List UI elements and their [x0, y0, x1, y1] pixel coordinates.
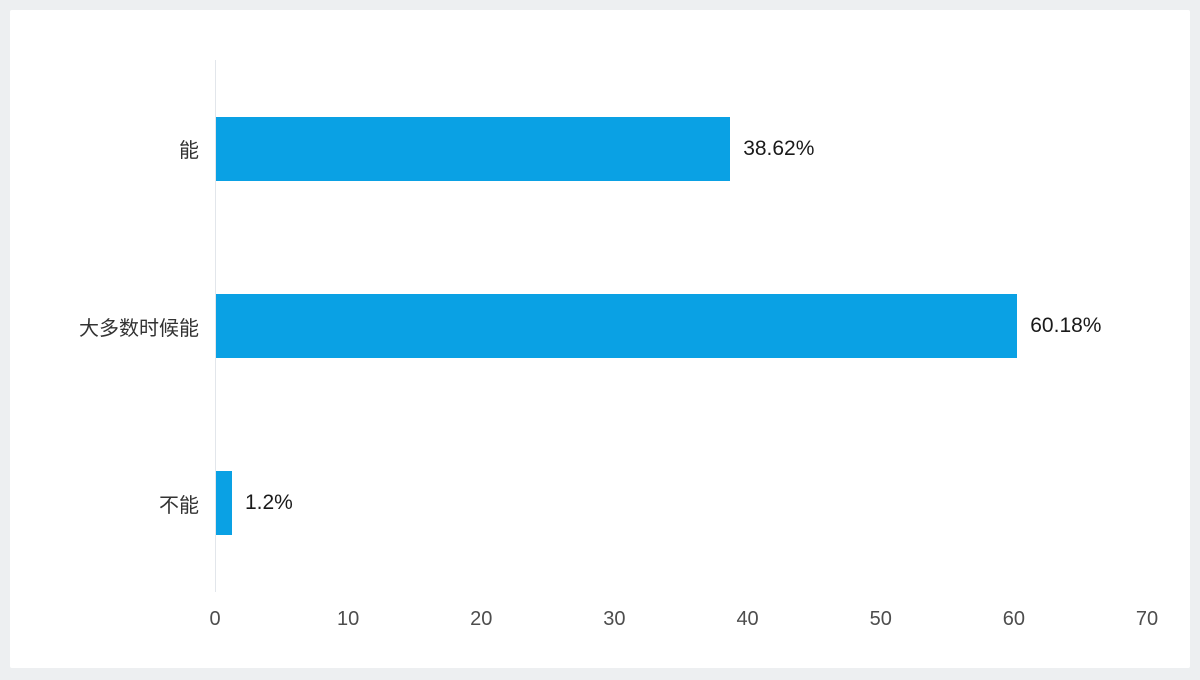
value-label: 60.18%: [1030, 314, 1102, 337]
x-tick-label: 70: [1135, 608, 1159, 630]
x-tick-label: 20: [470, 608, 493, 630]
x-tick-label: 0: [209, 608, 221, 630]
y-axis-line: [215, 60, 216, 592]
x-tick-label: 60: [1002, 608, 1025, 630]
bar-2[interactable]: [216, 471, 232, 536]
x-tick-label: 30: [603, 608, 626, 630]
x-tick-label: 50: [869, 608, 892, 630]
category-label: 能: [179, 140, 199, 163]
category-label: 不能: [159, 494, 199, 517]
bar-0[interactable]: [216, 116, 731, 181]
category-label: 大多数时候能: [79, 317, 199, 340]
bar-1[interactable]: [216, 294, 1018, 358]
value-label: 1.2%: [244, 491, 293, 515]
value-label: 38.62%: [743, 136, 815, 160]
x-tick-label: 10: [337, 608, 360, 630]
x-tick-label: 40: [736, 608, 759, 630]
